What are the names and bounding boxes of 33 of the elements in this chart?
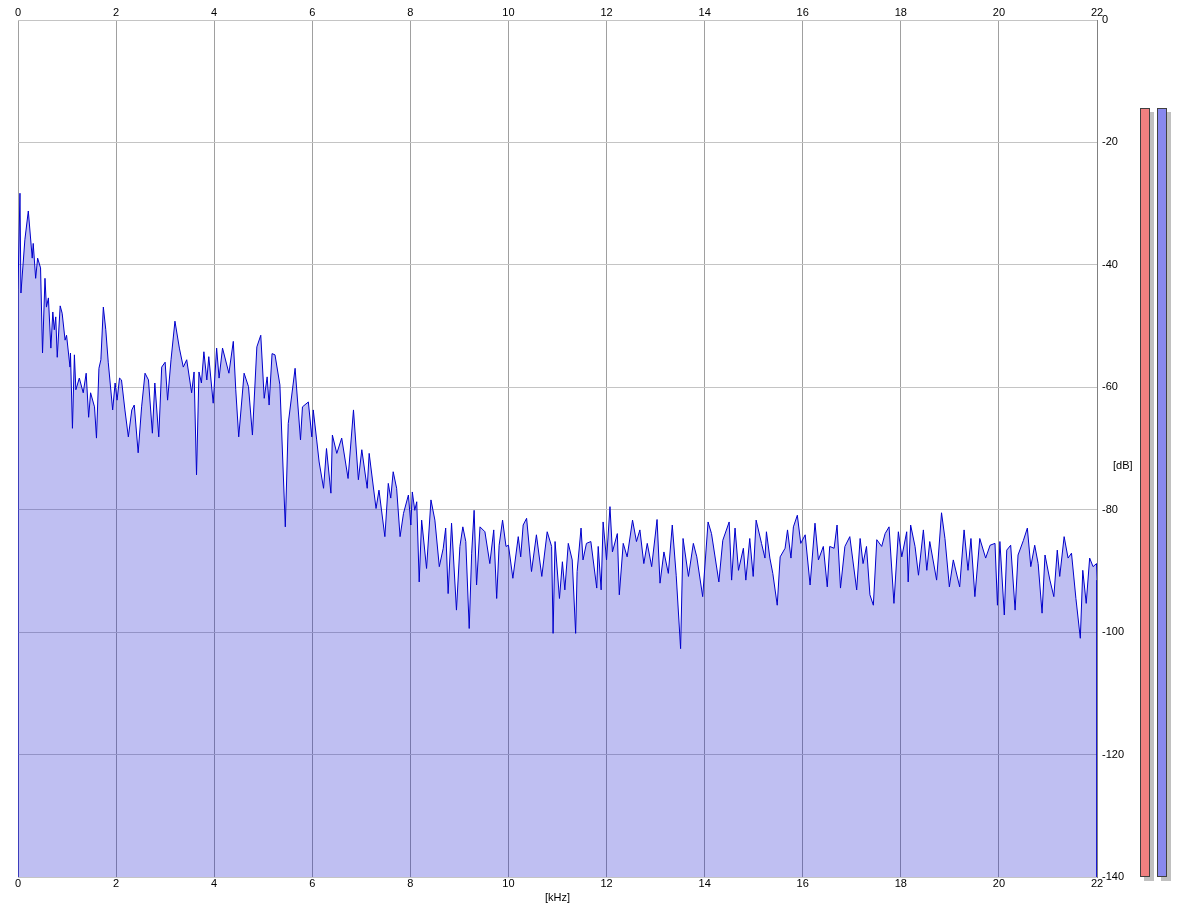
y-tick-label: -20: [1102, 135, 1118, 148]
x-tick-label: 4: [211, 876, 218, 889]
y-tick-label: -80: [1102, 502, 1118, 515]
x2-tick-label: 20: [992, 6, 1006, 19]
x-tick-label: 18: [894, 876, 907, 889]
x2-tick-label: 6: [309, 6, 316, 19]
x2-tick-label: 16: [796, 6, 809, 19]
x2-tick-label: 0: [14, 6, 22, 19]
x-axis-title: [kHz]: [544, 891, 571, 904]
x-tick-label: 0: [14, 876, 22, 889]
x2-tick-label: 10: [502, 6, 515, 19]
x-tick-label: 20: [992, 876, 1006, 889]
x2-tick-label: 2: [113, 6, 120, 19]
y-tick-label: -40: [1102, 257, 1118, 270]
y-tick-label: -140: [1102, 870, 1125, 883]
x-tick-label: 6: [309, 876, 316, 889]
x2-tick-label: 4: [211, 6, 218, 19]
x-tick-label: 14: [698, 876, 711, 889]
x-tick-label: 12: [600, 876, 613, 889]
x2-tick-label: 14: [698, 6, 711, 19]
x2-tick-label: 8: [407, 6, 414, 19]
x-tick-label: 8: [407, 876, 414, 889]
y-axis-title: [dB]: [1113, 458, 1133, 471]
y-tick-label: -100: [1102, 625, 1125, 638]
y-tick-label: -120: [1102, 747, 1125, 760]
x-tick-label: 16: [796, 876, 809, 889]
x2-tick-label: 12: [600, 6, 613, 19]
x-tick-label: 2: [113, 876, 120, 889]
y-tick-label: 0: [1102, 13, 1109, 26]
y-tick-label: -60: [1102, 380, 1118, 393]
x-tick-label: 22: [1090, 876, 1104, 889]
x2-tick-label: 18: [894, 6, 907, 19]
x-tick-label: 10: [502, 876, 515, 889]
